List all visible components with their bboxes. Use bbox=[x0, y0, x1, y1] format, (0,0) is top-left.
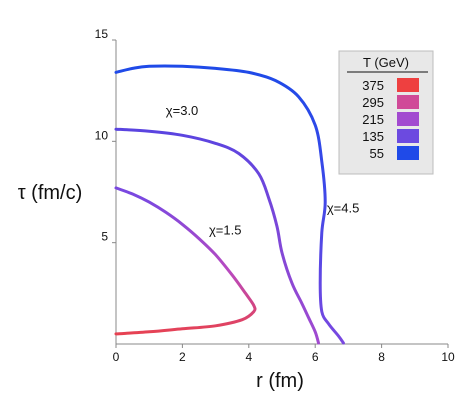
legend-swatch bbox=[397, 112, 419, 126]
contour-line-1 bbox=[114, 186, 257, 336]
legend-entry-label: 55 bbox=[370, 146, 384, 161]
legend-entry-label: 135 bbox=[362, 129, 384, 144]
x-tick-label: 6 bbox=[312, 350, 319, 364]
legend-swatch bbox=[397, 95, 419, 109]
legend-swatch bbox=[397, 78, 419, 92]
y-tick-label: 15 bbox=[95, 27, 109, 41]
x-tick-label: 2 bbox=[179, 350, 186, 364]
series-group bbox=[114, 64, 345, 345]
ticks: 0 2 4 6 8 10 5 10 15 bbox=[95, 27, 455, 364]
x-axis-label: r (fm) bbox=[256, 370, 304, 392]
contour-line-3 bbox=[114, 64, 345, 345]
legend-swatch bbox=[397, 129, 419, 143]
x-tick-label: 10 bbox=[441, 350, 455, 364]
x-tick-label: 0 bbox=[113, 350, 120, 364]
legend-entry-label: 215 bbox=[362, 112, 384, 127]
y-axis-label: τ (fm/c) bbox=[18, 182, 83, 204]
legend-entry-label: 375 bbox=[362, 78, 384, 93]
legend: T (GeV) 375 295 215 135 55 bbox=[338, 50, 434, 175]
legend-entry-label: 295 bbox=[362, 95, 384, 110]
legend-entries: 375 295 215 135 55 bbox=[362, 78, 419, 161]
legend-swatch bbox=[397, 146, 419, 160]
contour-line-2 bbox=[114, 127, 320, 345]
contour-annotation: χ=1.5 bbox=[209, 223, 242, 238]
annotation-group: χ=1.5 χ=3.0 χ=4.5 bbox=[166, 103, 360, 238]
x-tick-label: 8 bbox=[378, 350, 385, 364]
contour-annotation: χ=4.5 bbox=[327, 200, 360, 215]
legend-title: T (GeV) bbox=[363, 55, 409, 70]
y-tick-label: 10 bbox=[95, 128, 109, 142]
y-tick-label: 5 bbox=[101, 230, 108, 244]
x-tick-label: 4 bbox=[245, 350, 252, 364]
contour-annotation: χ=3.0 bbox=[166, 103, 199, 118]
